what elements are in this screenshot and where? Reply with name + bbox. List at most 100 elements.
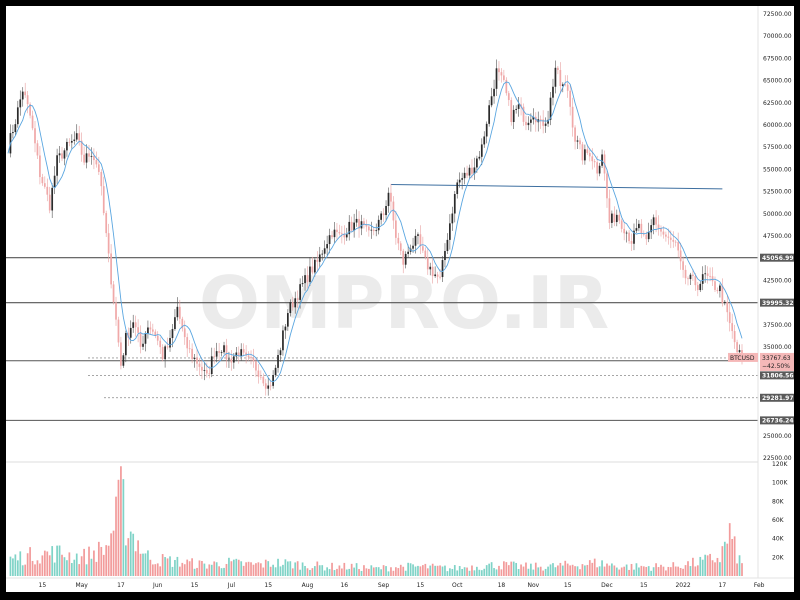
y-tick-label: 22500.00 <box>763 455 792 462</box>
volume-bar <box>169 556 171 576</box>
candle-body <box>149 327 152 330</box>
volume-bar <box>215 562 218 576</box>
candle-body <box>399 243 402 251</box>
volume-bar <box>88 546 90 576</box>
candle-body <box>139 332 142 347</box>
level-tag <box>760 393 794 402</box>
volume-bar <box>264 559 267 576</box>
chart-svg[interactable]: OMPRO.IR 72500.0070000.0067500.0065000.0… <box>6 6 794 592</box>
volume-bar <box>507 565 510 576</box>
volume-bar <box>14 554 17 576</box>
candle-body <box>731 323 734 332</box>
candle-body <box>169 338 171 348</box>
candle-body <box>299 284 301 300</box>
volume-bar <box>203 563 206 576</box>
candle-body <box>566 84 569 91</box>
volume-bar <box>684 565 687 576</box>
candle-body <box>596 162 599 174</box>
candle-body <box>579 140 581 145</box>
candle-body <box>21 91 24 100</box>
price-tag <box>760 352 794 371</box>
volume-bar <box>31 560 34 576</box>
x-tick-label: 15 <box>191 582 199 589</box>
volume-bar <box>117 479 120 576</box>
volume-bar <box>43 550 46 576</box>
candle-body <box>100 171 103 187</box>
candle-body <box>557 67 559 71</box>
candle-body <box>493 88 495 97</box>
volume-bar <box>375 567 378 576</box>
candle-body <box>711 276 714 282</box>
candle-body <box>63 150 66 159</box>
candle-body <box>225 345 228 360</box>
candle-body <box>647 232 650 240</box>
volume-bar <box>522 566 525 576</box>
candle-body <box>80 140 83 155</box>
volume-bar <box>26 553 29 576</box>
volume-bar <box>586 564 589 576</box>
volume-bar <box>188 561 191 576</box>
volume-bar <box>598 566 601 576</box>
candle-body <box>228 358 230 360</box>
volume-bar <box>441 566 444 576</box>
candle-body <box>382 213 385 216</box>
candle-body <box>58 153 61 156</box>
candle-body <box>294 298 297 308</box>
candle-body <box>198 363 201 367</box>
volume-bar <box>127 538 130 576</box>
volume-bar <box>517 569 520 576</box>
volume-bar <box>73 559 76 576</box>
candle-body <box>471 167 473 174</box>
candle-body <box>719 285 721 292</box>
volume-bar <box>83 548 85 576</box>
candle-body <box>117 319 120 343</box>
volume-bar <box>341 568 343 576</box>
candle-body <box>43 183 46 187</box>
volume-bar <box>500 569 503 576</box>
candle-body <box>12 132 14 134</box>
candle-body <box>61 153 63 159</box>
price-chart[interactable]: OMPRO.IR 72500.00 70000.00 67500.00 65000.0… <box>6 6 794 592</box>
candle-body <box>512 109 515 123</box>
candle-body <box>709 275 711 277</box>
candle-body <box>402 250 405 265</box>
candle-body <box>306 275 309 282</box>
volume-bar <box>414 566 417 576</box>
volume-bar <box>205 568 208 576</box>
candle-body <box>284 326 287 331</box>
volume-bar <box>490 562 493 576</box>
volume-bar <box>191 558 193 576</box>
volume-bar <box>431 563 434 576</box>
volume-bar <box>363 565 365 576</box>
candle-body <box>321 253 324 255</box>
volume-bar <box>183 564 186 576</box>
volume-bar <box>527 568 530 576</box>
volume-bar <box>333 570 336 576</box>
candle-body <box>215 351 218 357</box>
candle-body <box>692 274 694 276</box>
volume-bar <box>218 566 220 576</box>
volume-bar <box>296 561 299 576</box>
volume-bar <box>304 565 306 576</box>
candle-body <box>345 234 348 238</box>
volume-tick-label: 60K <box>772 517 785 524</box>
candle-body <box>304 275 306 284</box>
candle-body <box>679 250 682 262</box>
candle-body <box>39 155 41 178</box>
candle-body <box>16 107 19 125</box>
candle-body <box>267 385 270 389</box>
candle-body <box>665 234 667 237</box>
candle-body <box>453 194 456 214</box>
candle-body <box>439 276 441 278</box>
candle-body <box>355 218 358 223</box>
volume-bar <box>512 561 515 576</box>
candle-body <box>615 214 618 223</box>
y-tick-label: 50000.00 <box>763 211 792 218</box>
candle-body <box>598 165 601 174</box>
volume-bar <box>463 567 466 576</box>
candle-body <box>264 383 267 389</box>
volume-bar <box>186 559 189 576</box>
candle-body <box>90 155 93 157</box>
volume-bar <box>662 566 665 576</box>
candle-body <box>26 95 29 105</box>
